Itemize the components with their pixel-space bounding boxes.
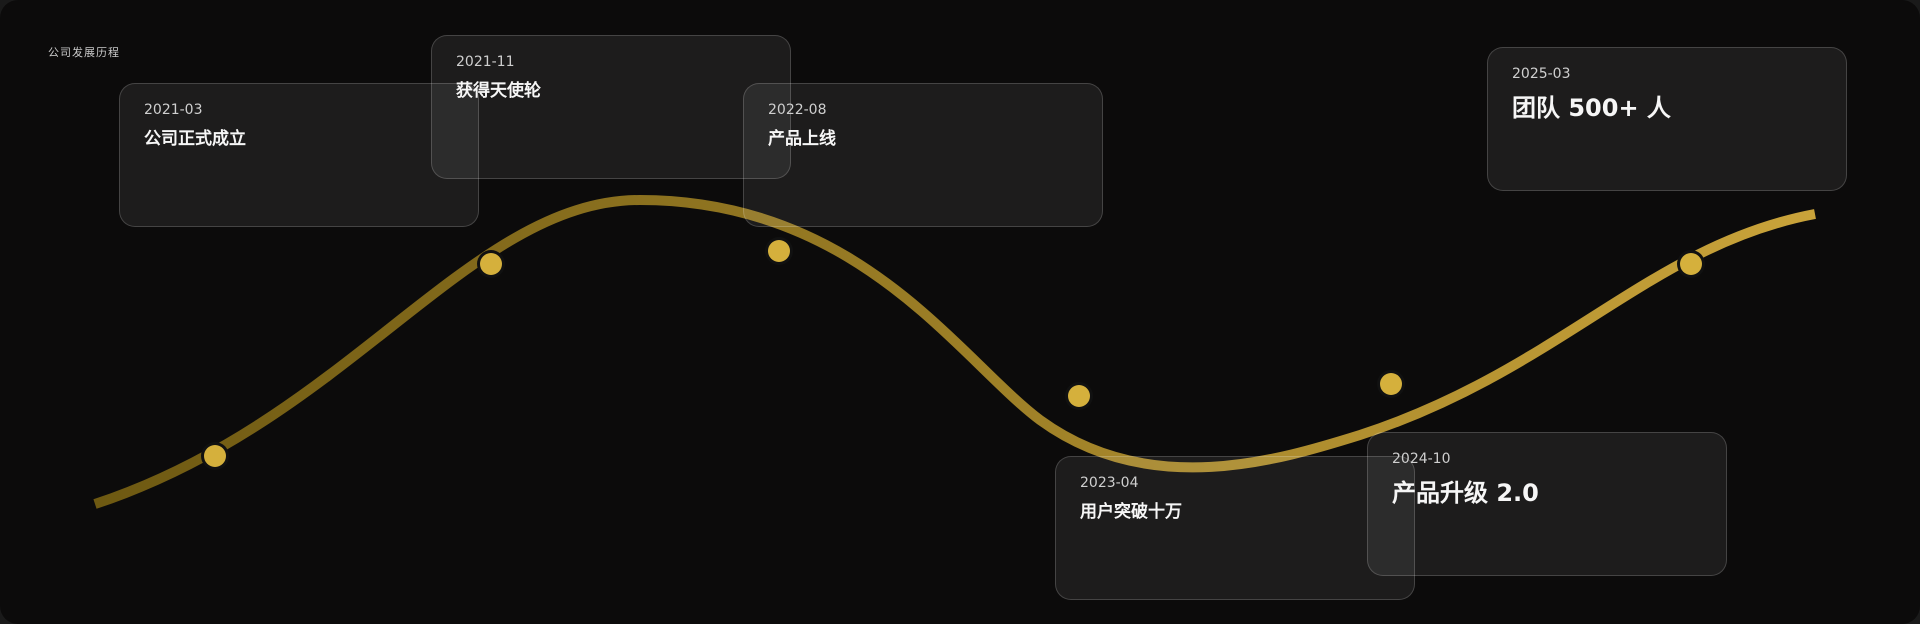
milestone-label: 产品升级 2.0 — [1392, 479, 1539, 507]
milestone-card-6: 2025-03 团队 500+ 人 — [1487, 47, 1847, 191]
milestone-date: 2021-03 — [144, 102, 203, 118]
milestone-dot-2 — [480, 253, 502, 275]
milestone-label: 用户突破十万 — [1080, 502, 1182, 522]
milestone-dot-1 — [204, 445, 226, 467]
milestone-card-2: 2021-11 获得天使轮 — [431, 35, 791, 179]
timeline-curve — [93, 194, 1816, 509]
milestone-date: 2022-08 — [768, 102, 827, 118]
milestone-dot-3 — [768, 240, 790, 262]
milestone-label: 产品上线 — [768, 129, 836, 149]
milestone-label: 团队 500+ 人 — [1512, 94, 1671, 122]
page-title: 公司发展历程 — [48, 46, 120, 59]
milestone-dot-6 — [1680, 253, 1702, 275]
milestone-date: 2024-10 — [1392, 451, 1451, 467]
milestone-label: 公司正式成立 — [144, 129, 246, 149]
milestone-label: 获得天使轮 — [456, 81, 541, 101]
milestone-card-3: 2022-08 产品上线 — [743, 83, 1103, 227]
milestone-dot-5 — [1380, 373, 1402, 395]
milestone-card-4: 2023-04 用户突破十万 — [1055, 456, 1415, 600]
milestone-date: 2025-03 — [1512, 66, 1571, 82]
milestone-date: 2023-04 — [1080, 475, 1139, 491]
milestone-date: 2021-11 — [456, 54, 515, 70]
milestone-card-1: 2021-03 公司正式成立 — [119, 83, 479, 227]
milestone-dot-4 — [1068, 385, 1090, 407]
milestone-card-5: 2024-10 产品升级 2.0 — [1367, 432, 1727, 576]
